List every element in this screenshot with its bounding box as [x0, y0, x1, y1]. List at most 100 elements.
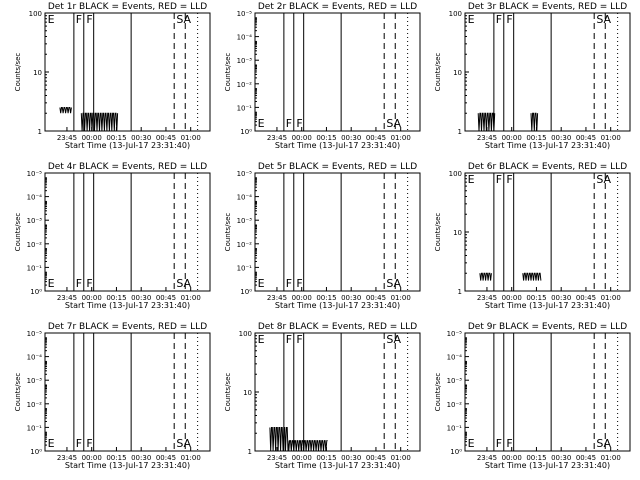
x-tick-label: 23:45 — [267, 454, 287, 462]
x-axis-label: Start Time (13-Jul-17 23:31:40) — [65, 301, 190, 310]
x-tick-label: 00:00 — [82, 134, 102, 142]
x-tick-label: 00:15 — [106, 454, 126, 462]
y-tick-label: 10 — [453, 69, 462, 77]
flag-label: F — [86, 13, 92, 26]
x-tick-label: 00:30 — [131, 454, 151, 462]
y-tick-label: 10⁻⁵ — [447, 330, 463, 338]
x-tick-label: 00:45 — [366, 454, 386, 462]
events-series-line — [530, 112, 539, 132]
x-tick-label: 00:15 — [526, 134, 546, 142]
x-tick-label: 00:00 — [292, 134, 312, 142]
events-series-line — [479, 272, 492, 281]
panel-title: Det 2r BLACK = Events, RED = LLD — [258, 2, 417, 12]
y-axis-label: Counts/sec — [224, 373, 232, 412]
flag-label: SA — [386, 333, 401, 346]
flag-label: F — [496, 437, 502, 450]
flag-label: F — [86, 437, 92, 450]
x-tick-label: 00:30 — [131, 294, 151, 302]
panel-7: Det 7r BLACK = Events, RED = LLD 23:45 00:… — [14, 322, 211, 470]
flag-label: F — [86, 277, 92, 290]
y-tick-label: 10⁰ — [450, 448, 462, 456]
y-tick-label: 10⁻⁵ — [237, 10, 253, 18]
y-axis-label: Counts/sec — [14, 53, 22, 92]
flag-label: F — [296, 333, 302, 346]
y-tick-label: 10⁻⁵ — [237, 170, 253, 178]
flag-label: F — [506, 13, 512, 26]
flag-label: SA — [596, 173, 611, 186]
flag-label: E — [258, 117, 265, 130]
flag-label: E — [48, 13, 55, 26]
x-tick-label: 01:00 — [391, 454, 411, 462]
x-tick-label: 00:15 — [316, 294, 336, 302]
flag-label: SA — [596, 437, 611, 450]
panel-title: Det 8r BLACK = Events, RED = LLD — [258, 322, 417, 332]
y-tick-label: 10⁻³ — [27, 377, 43, 385]
y-axis-label: Counts/sec — [14, 373, 22, 412]
y-tick-label: 10⁻¹ — [237, 264, 253, 272]
x-tick-label: 00:00 — [502, 294, 522, 302]
events-series-line — [80, 112, 119, 132]
flag-label: F — [496, 13, 502, 26]
x-tick-label: 01:00 — [391, 294, 411, 302]
y-tick-label: 10 — [33, 69, 42, 77]
flag-label: SA — [386, 277, 401, 290]
x-tick-label: 00:30 — [341, 454, 361, 462]
x-tick-label: 00:30 — [131, 134, 151, 142]
x-axis-label: Start Time (13-Jul-17 23:31:40) — [275, 461, 400, 470]
x-tick-label: 23:45 — [57, 454, 77, 462]
flag-label: F — [286, 117, 292, 130]
y-tick-label: 10⁻⁵ — [27, 330, 43, 338]
x-tick-label: 00:45 — [366, 294, 386, 302]
panel-8: Det 8r BLACK = Events, RED = LLD 23:45 00:… — [224, 322, 421, 470]
x-tick-label: 00:15 — [526, 294, 546, 302]
y-tick-label: 10⁻⁴ — [27, 194, 43, 202]
panel-5: Det 5r BLACK = Events, RED = LLD 23:45 00:… — [224, 162, 421, 310]
x-axis-label: Start Time (13-Jul-17 23:31:40) — [485, 141, 610, 150]
flag-label: F — [286, 277, 292, 290]
panel-title: Det 7r BLACK = Events, RED = LLD — [48, 322, 207, 332]
flag-label: E — [48, 277, 55, 290]
x-tick-label: 00:30 — [341, 134, 361, 142]
x-tick-label: 23:45 — [267, 134, 287, 142]
y-tick-label: 10⁻¹ — [27, 264, 43, 272]
y-tick-label: 10 — [453, 229, 462, 237]
x-tick-label: 00:45 — [576, 134, 596, 142]
x-axis-label: Start Time (13-Jul-17 23:31:40) — [65, 461, 190, 470]
panel-title: Det 5r BLACK = Events, RED = LLD — [258, 162, 417, 172]
x-axis-label: Start Time (13-Jul-17 23:31:40) — [275, 141, 400, 150]
y-tick-label: 100 — [29, 10, 42, 18]
y-tick-label: 1 — [38, 128, 42, 136]
x-tick-label: 00:45 — [576, 454, 596, 462]
flag-label: E — [258, 277, 265, 290]
x-tick-label: 00:45 — [576, 294, 596, 302]
x-tick-label: 23:45 — [57, 134, 77, 142]
flag-label: SA — [596, 13, 611, 26]
flag-label: F — [76, 13, 82, 26]
y-tick-label: 10⁻¹ — [237, 104, 253, 112]
x-tick-label: 00:45 — [156, 454, 176, 462]
y-tick-label: 10⁻⁵ — [27, 170, 43, 178]
y-tick-label: 10⁰ — [240, 288, 252, 296]
panel-title: Det 9r BLACK = Events, RED = LLD — [468, 322, 627, 332]
x-tick-label: 00:30 — [551, 454, 571, 462]
x-tick-label: 01:00 — [601, 454, 621, 462]
flag-label: F — [496, 173, 502, 186]
x-tick-label: 01:00 — [181, 134, 201, 142]
x-tick-label: 00:15 — [526, 454, 546, 462]
flag-label: SA — [386, 117, 401, 130]
x-tick-label: 23:45 — [267, 294, 287, 302]
x-tick-label: 00:00 — [292, 454, 312, 462]
x-tick-label: 00:00 — [292, 294, 312, 302]
panel-4: Det 4r BLACK = Events, RED = LLD 23:45 00:… — [14, 162, 211, 310]
y-tick-label: 10⁰ — [30, 288, 42, 296]
x-tick-label: 00:00 — [82, 294, 102, 302]
x-tick-label: 00:45 — [156, 134, 176, 142]
x-tick-label: 01:00 — [181, 294, 201, 302]
events-series-line — [522, 272, 542, 281]
flag-label: F — [76, 277, 82, 290]
y-axis-label: Counts/sec — [224, 213, 232, 252]
panel-9: Det 9r BLACK = Events, RED = LLD 23:45 00:… — [434, 322, 631, 470]
x-tick-label: 00:00 — [82, 454, 102, 462]
x-tick-label: 23:45 — [477, 134, 497, 142]
